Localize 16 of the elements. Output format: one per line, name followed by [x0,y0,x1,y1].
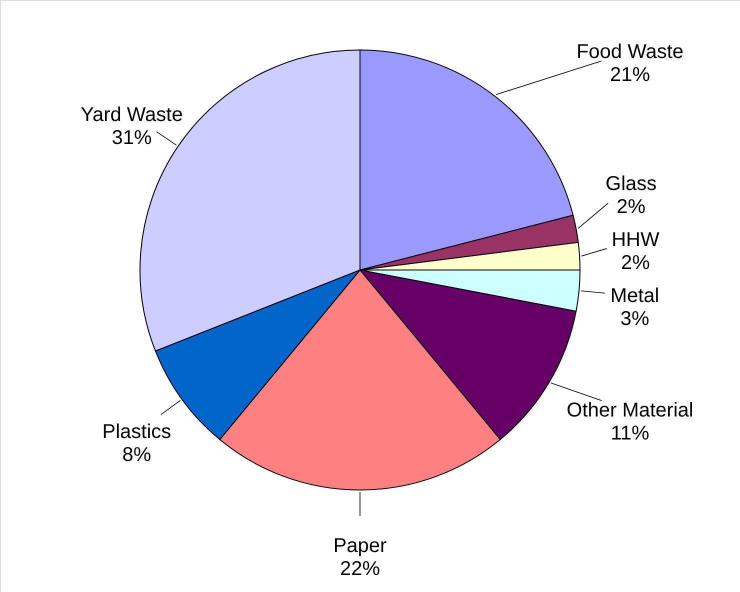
slice-label: Glass [606,172,657,195]
data-label: 21% [610,64,650,86]
slice-label: Plastics [102,421,172,444]
slice-label: HHW [612,228,660,251]
data-label: 2% [616,196,646,218]
data-label: 22% [340,558,380,580]
slice-label: Paper [333,535,388,557]
data-label: 8% [122,444,152,466]
data-label: 2% [621,252,650,274]
slice-label: Food Waste [576,40,684,63]
data-label: 31% [112,126,152,149]
slice-label: Yard Waste [80,104,183,126]
slice-label: Other Material [566,399,694,422]
data-label: 11% [610,422,650,444]
data-label: 3% [620,308,650,330]
slice-label: Metal [610,284,660,307]
